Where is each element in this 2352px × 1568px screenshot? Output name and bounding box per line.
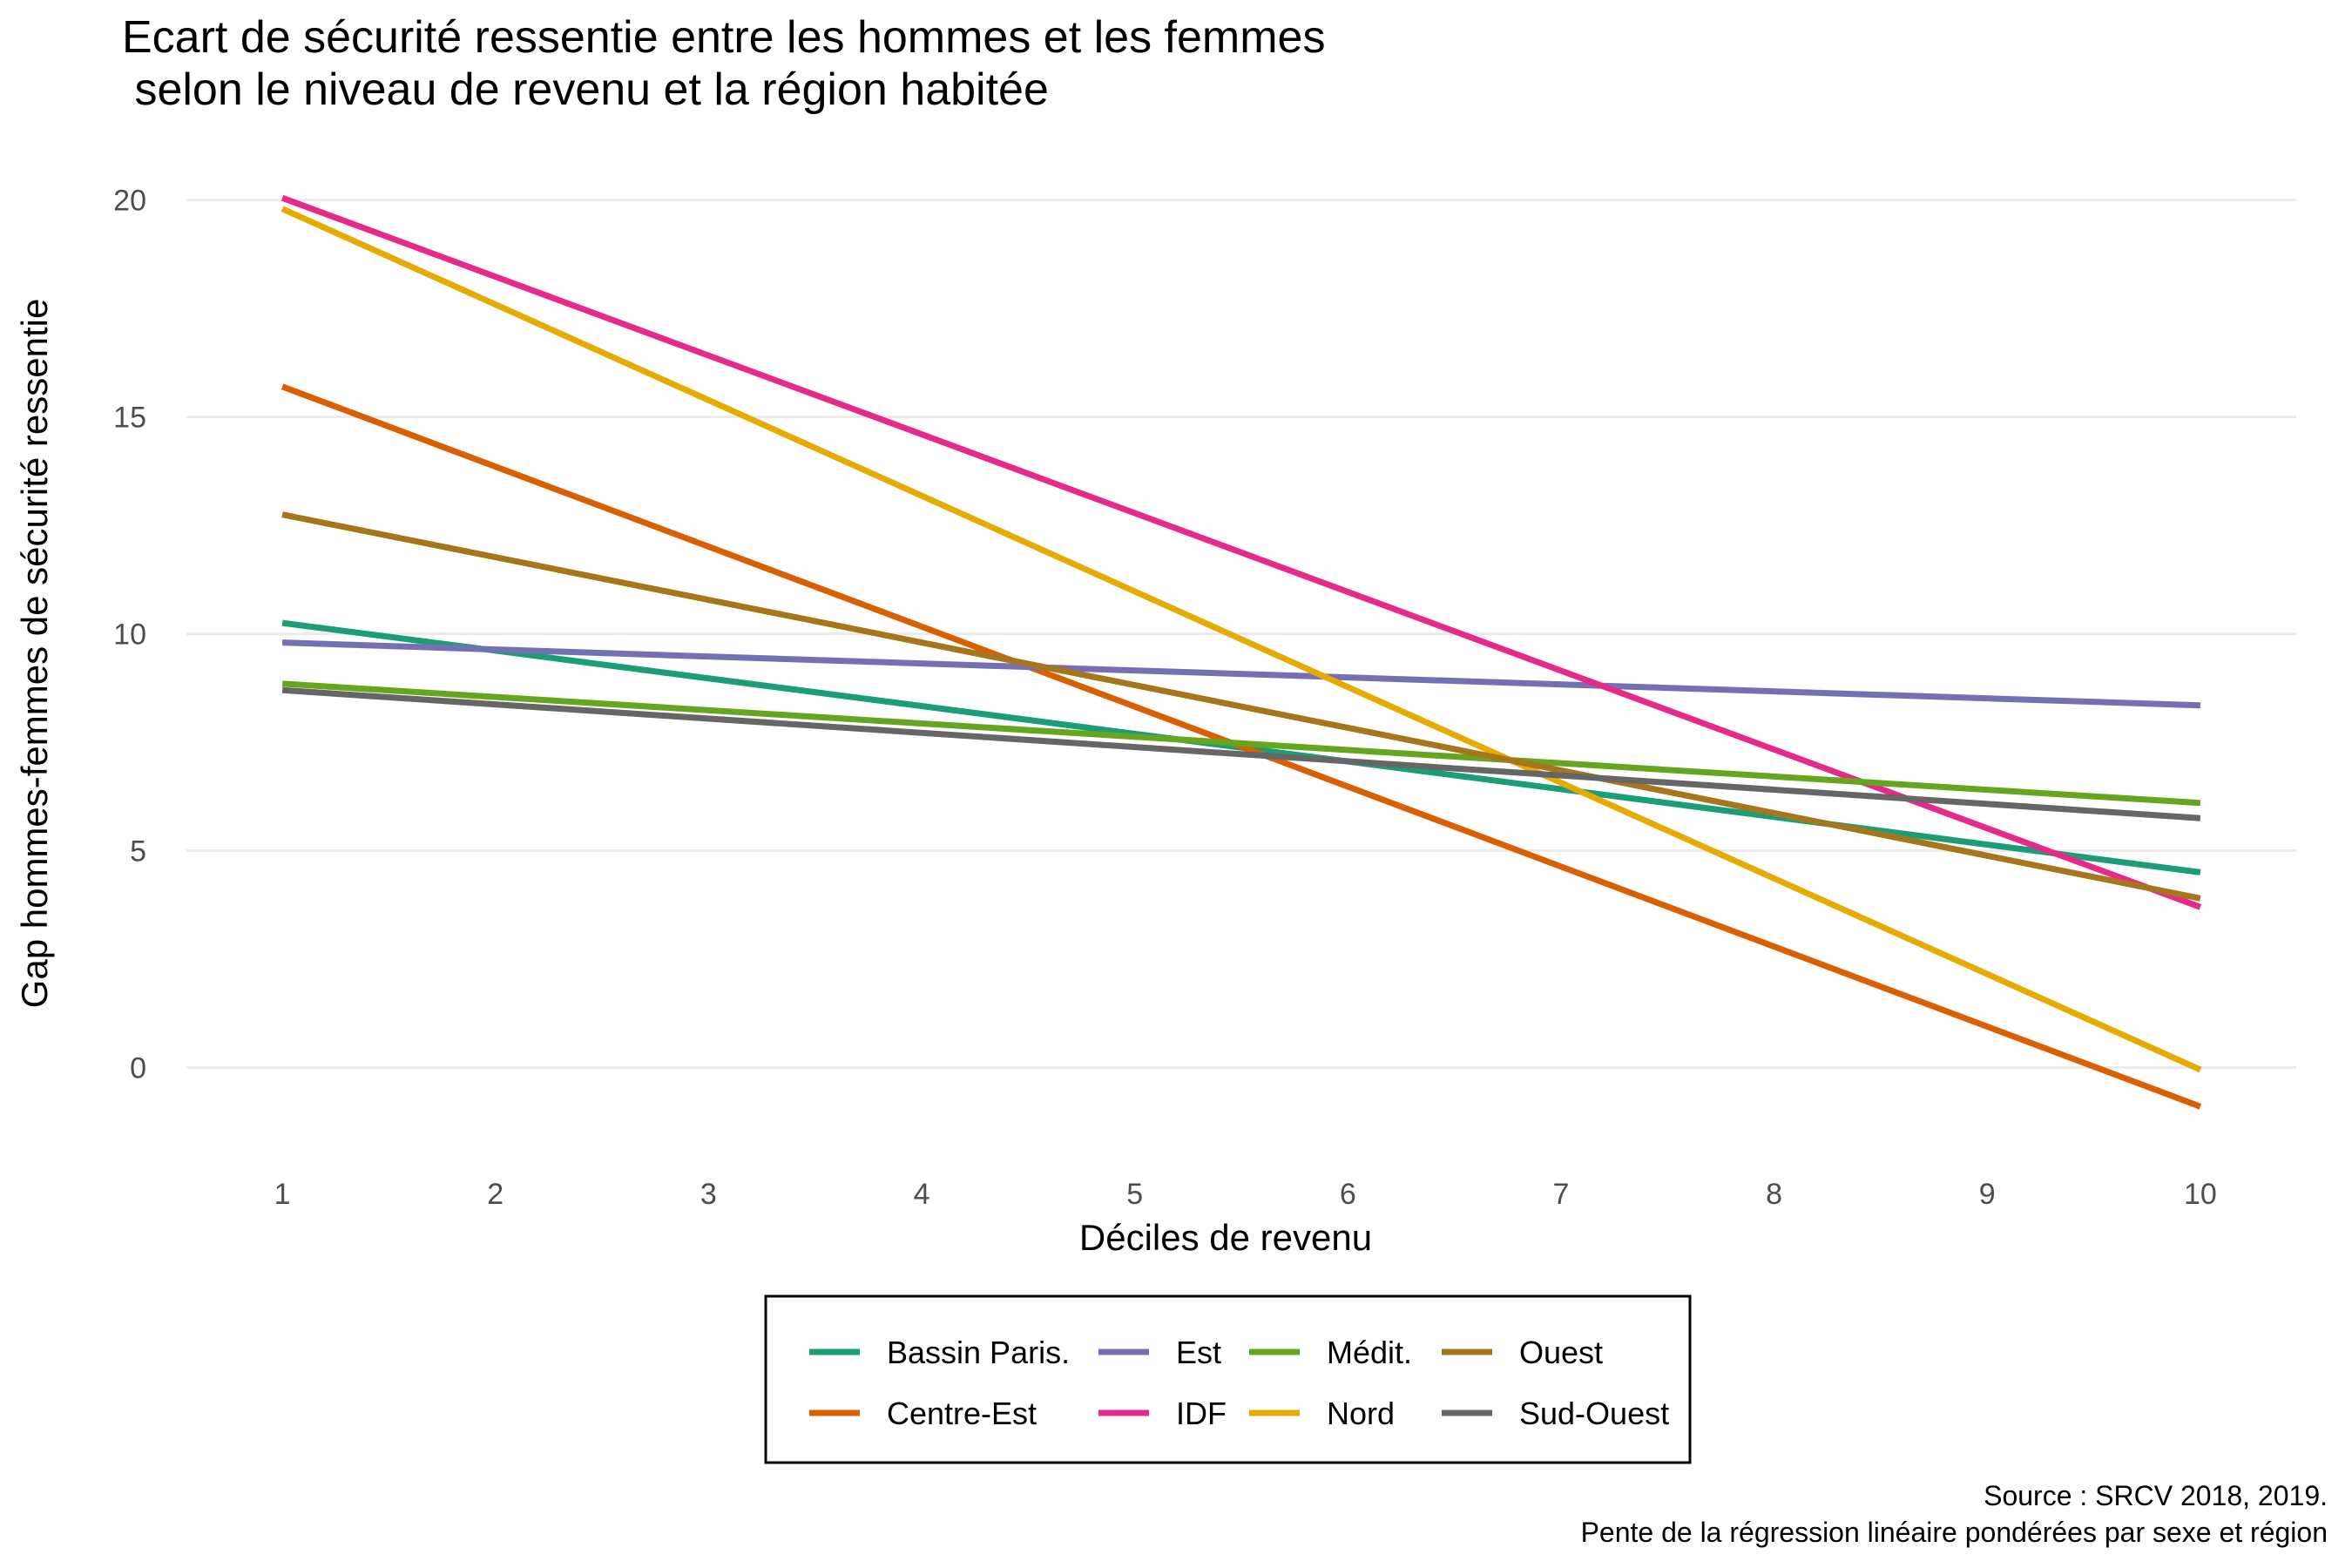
y-tick-label-0: 0 — [130, 1051, 146, 1085]
series-line-nord — [280, 206, 2202, 1073]
series-lines — [280, 194, 2202, 1110]
chart-title-line-2: selon le niveau de revenu et la région h… — [122, 64, 1049, 115]
gridlines — [186, 199, 2296, 1069]
legend-box — [764, 1294, 1692, 1464]
chart-title-line-1: Ecart de sécurité ressentie entre les ho… — [122, 12, 1325, 63]
y-tick-label-5: 5 — [130, 835, 146, 868]
caption-source: Source : SRCV 2018, 2019. — [1984, 1480, 2328, 1511]
legend-label-sud-ouest: Sud-Ouest — [1519, 1396, 1669, 1431]
x-tick-label-4: 4 — [914, 1178, 930, 1211]
caption: Source : SRCV 2018, 2019. Pente de la ré… — [1581, 1480, 2328, 1548]
x-tick-label-1: 1 — [274, 1178, 291, 1211]
series-line-idf — [280, 194, 2202, 910]
x-tick-label-2: 2 — [487, 1178, 504, 1211]
x-tick-label-6: 6 — [1340, 1178, 1356, 1211]
x-tick-label-3: 3 — [700, 1178, 717, 1211]
legend-label-m-dit: Médit. — [1327, 1335, 1412, 1370]
legend-label-bassin-paris: Bassin Paris. — [887, 1335, 1070, 1370]
y-axis-tick-labels: 0 5 10 15 20 — [113, 185, 146, 1085]
x-tick-label-7: 7 — [1553, 1178, 1570, 1211]
legend-label-idf: IDF — [1176, 1396, 1227, 1431]
y-tick-label-10: 10 — [113, 618, 146, 652]
legend: Bassin Paris. Est Médit. Ouest Centre-Est IDF… — [764, 1294, 1692, 1464]
x-tick-label-10: 10 — [2184, 1178, 2217, 1211]
series-line-sud-ouest — [281, 686, 2201, 821]
y-axis-title: Gap hommes-femmes de sécurité ressentie — [14, 299, 55, 1009]
x-tick-label-9: 9 — [1979, 1178, 1996, 1211]
legend-label-centre-est: Centre-Est — [887, 1396, 1037, 1431]
legend-items: Bassin Paris. Est Médit. Ouest Centre-Est IDF… — [809, 1335, 1669, 1431]
legend-label-est: Est — [1176, 1335, 1221, 1370]
x-tick-label-5: 5 — [1126, 1178, 1143, 1211]
series-line-est — [281, 639, 2201, 709]
x-axis-tick-labels: 1 2 3 4 5 6 7 8 9 10 — [274, 1178, 2217, 1211]
y-tick-label-20: 20 — [113, 185, 146, 218]
legend-label-nord: Nord — [1327, 1396, 1395, 1431]
series-line-m-dit — [281, 680, 2201, 807]
series-line-ouest — [281, 511, 2201, 902]
x-tick-label-8: 8 — [1766, 1178, 1782, 1211]
series-line-centre-est — [280, 383, 2202, 1110]
x-axis-title: Déciles de revenu — [1079, 1217, 1372, 1258]
y-tick-label-15: 15 — [113, 402, 146, 435]
chart-title: Ecart de sécurité ressentie entre les ho… — [122, 12, 1325, 115]
legend-label-ouest: Ouest — [1519, 1335, 1603, 1370]
caption-method: Pente de la régression linéaire pondérée… — [1581, 1517, 2328, 1548]
